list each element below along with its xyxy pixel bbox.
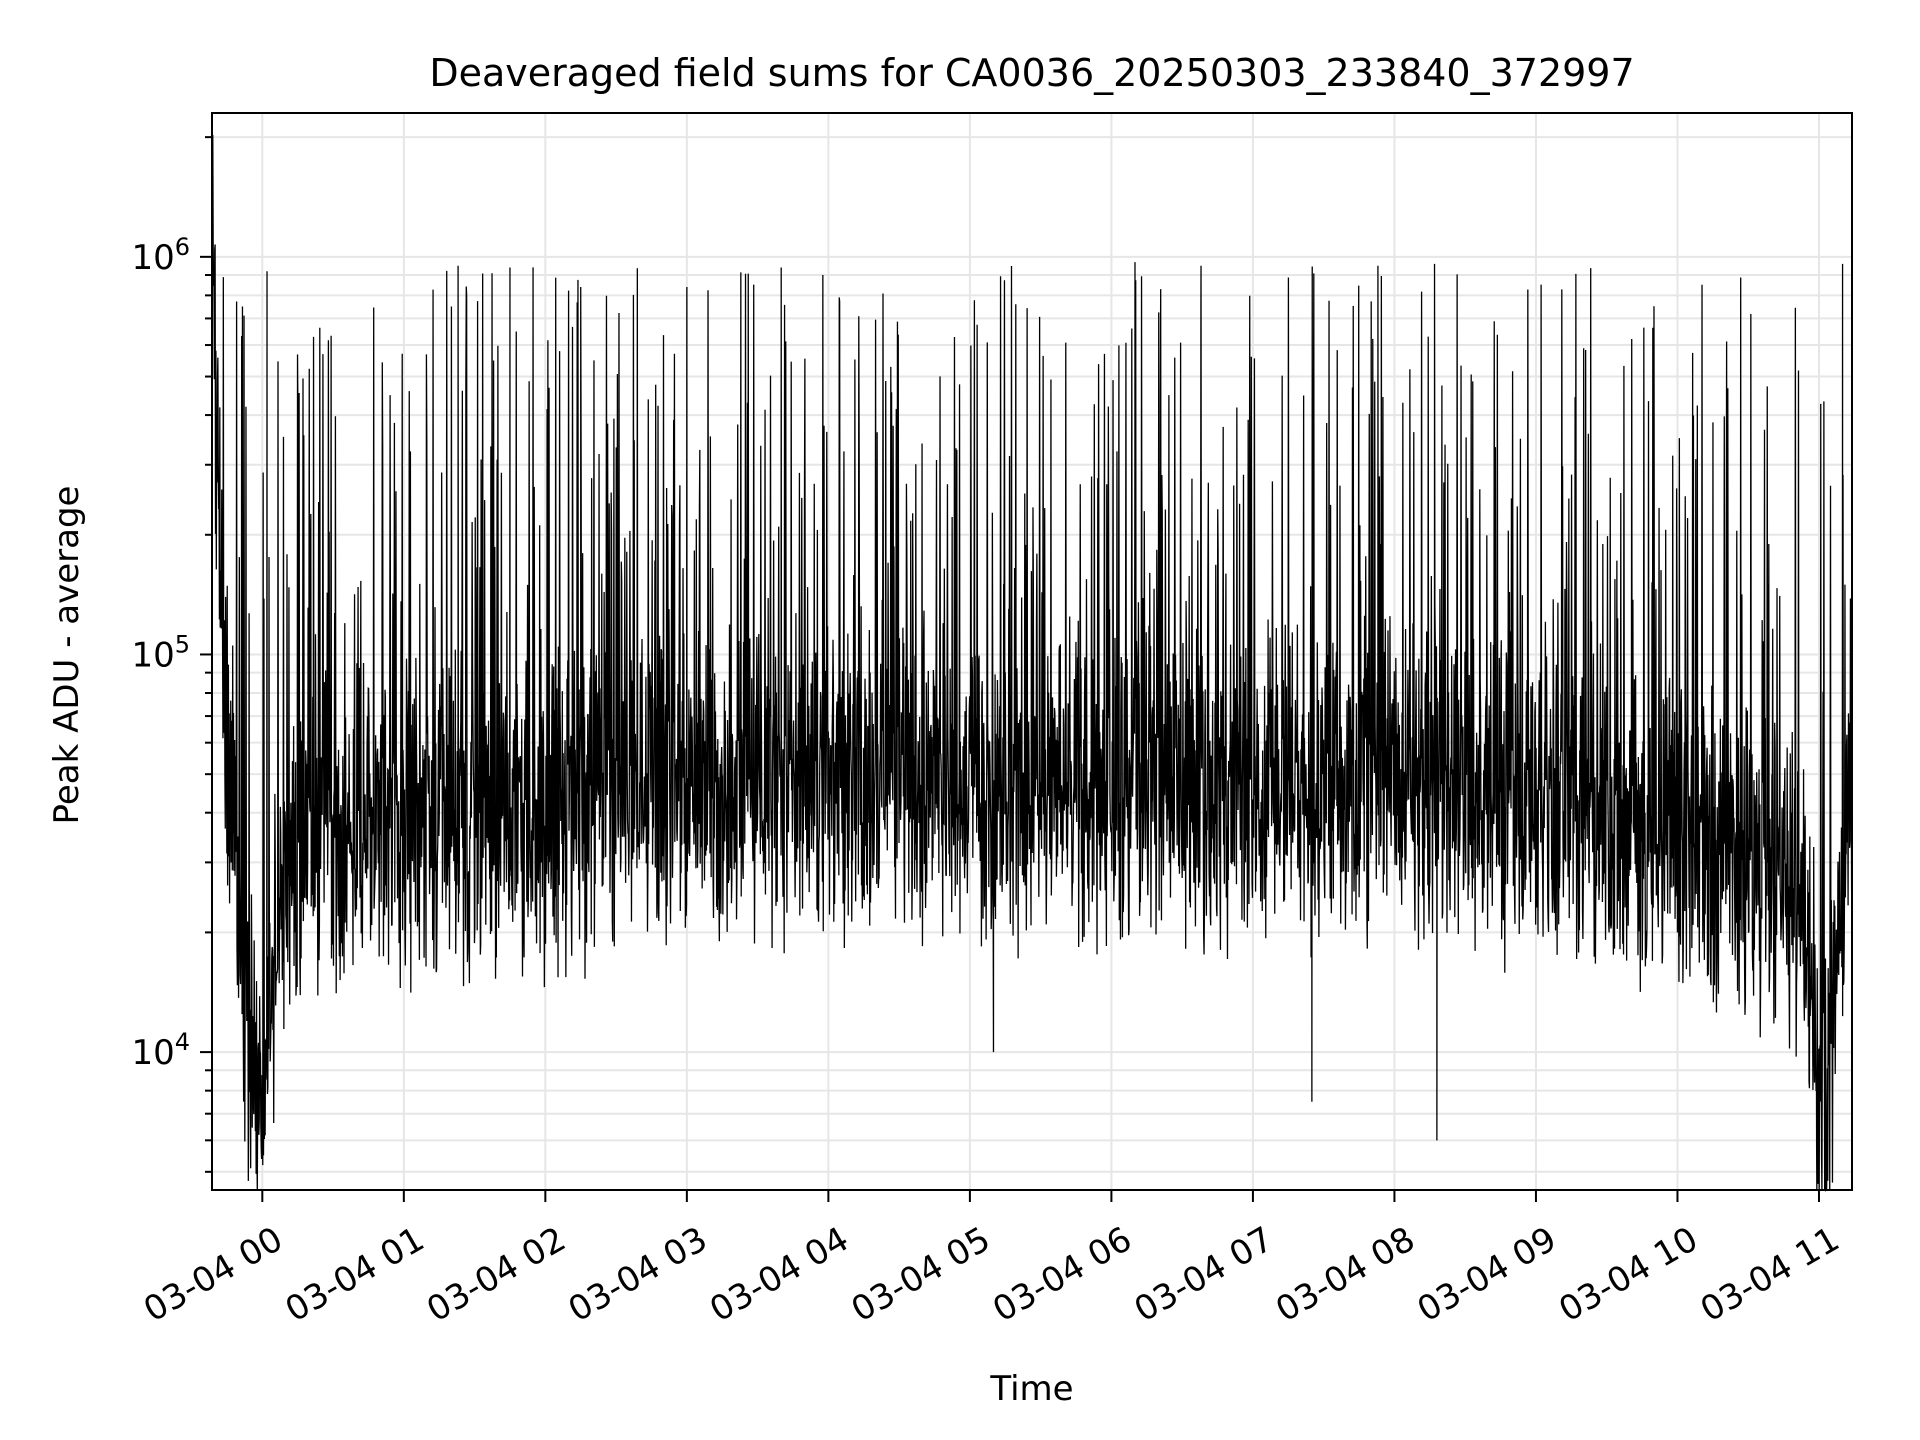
y-tick-label: 104 [131,1028,190,1073]
data-series-line [211,134,1853,1192]
plot-frame [211,112,1853,1191]
series-layer [211,134,1853,1192]
y-axis-label: Peak ADU - average [47,486,87,825]
y-tick-label: 106 [131,233,190,278]
chart-title: Deaveraged field sums for CA0036_2025030… [429,51,1634,95]
x-axis-label: Time [989,1369,1073,1409]
y-tick-label: 105 [131,630,190,675]
